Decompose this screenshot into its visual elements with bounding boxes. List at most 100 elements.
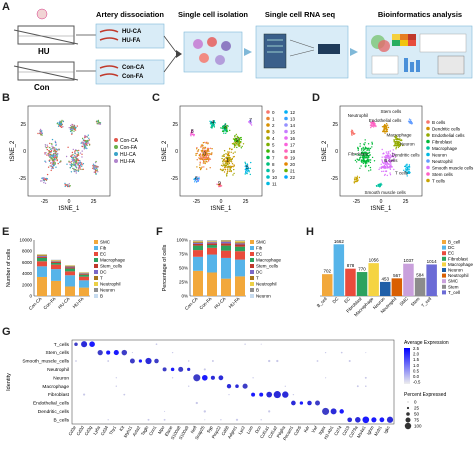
tsne-point (398, 141, 401, 144)
tsne-point (40, 134, 42, 136)
row-label: Neuron (53, 375, 69, 381)
tsne-point (94, 164, 96, 167)
tsne-point (371, 156, 374, 159)
tsne-point (249, 122, 252, 124)
tsne-point (202, 147, 204, 149)
tsne-point (236, 135, 238, 137)
tsne-point (365, 147, 367, 149)
x-tick-label: 0 (220, 199, 223, 205)
tsne-point (359, 158, 361, 160)
tsne-point (44, 153, 46, 155)
expression-dot (242, 383, 248, 389)
tsne-point (235, 139, 237, 141)
tsne-point (408, 164, 411, 166)
legend-label: Endothelial cells (432, 133, 465, 138)
expression-dot (74, 342, 78, 346)
tsne-point (204, 162, 206, 165)
tsne-point (201, 146, 203, 148)
tsne-point (361, 149, 363, 151)
legend-swatch (114, 145, 118, 149)
con-cage (13, 61, 79, 81)
tsne-point (84, 134, 86, 137)
tsne-point (395, 146, 397, 149)
tsne-point (49, 154, 52, 156)
tsne-point (97, 120, 100, 123)
tsne-point (55, 166, 57, 168)
tsne-point (56, 123, 58, 125)
legend-swatch (114, 152, 118, 156)
tsne-point (208, 154, 210, 157)
tsne-point (211, 127, 213, 129)
bar-segment (65, 275, 75, 287)
tsne-point (77, 162, 80, 164)
tsne-point (52, 163, 54, 165)
panel-label-a: A (2, 1, 10, 13)
tsne-point (370, 126, 372, 129)
celltype-annotation: Fibroblast (348, 152, 369, 157)
gene-label: Ms4a1 (356, 424, 367, 438)
tsne-point (368, 164, 370, 167)
tsne-point (228, 157, 230, 159)
tsne-point (202, 154, 204, 156)
legend-swatch (266, 123, 270, 127)
gene-label: Cd3g (84, 424, 94, 436)
tsne-point (76, 155, 79, 157)
tsne-point (51, 145, 53, 147)
percent-size-swatch (406, 406, 410, 410)
tsne-point (50, 169, 52, 172)
gene-label: Ly6a (92, 424, 101, 435)
tsne-point (407, 120, 410, 122)
tsne-point (369, 147, 372, 150)
legend-label: EC (100, 252, 107, 257)
tsne-point (222, 162, 224, 164)
tsne-point (75, 156, 78, 159)
y-tick-label: 4000 (22, 271, 33, 276)
tsne-point (388, 166, 391, 168)
gene-label: Syp (206, 424, 214, 433)
tsne-point (388, 155, 390, 157)
bar-number-of-cells: 0 2000 4000 6000 8000 10000 Number of cells Con… (6, 238, 126, 312)
legend-label: EC (256, 252, 263, 257)
tsne-point (363, 157, 365, 159)
tsne-point (55, 150, 58, 153)
tsne-point (372, 123, 374, 125)
tsne-point (205, 152, 207, 155)
tsne-point (246, 165, 249, 167)
tsne-point (66, 163, 68, 165)
y-tick-label: 8000 (22, 249, 33, 254)
tsne-point (363, 160, 366, 162)
gene-label: Mzb1 (373, 424, 383, 436)
tsne-point (207, 147, 209, 149)
data-label: 1014 (427, 259, 438, 264)
bar (322, 274, 333, 296)
tsne-point (93, 167, 95, 169)
tsne-point (193, 178, 196, 181)
expression-dot (187, 367, 191, 372)
tsne-point (75, 160, 77, 162)
legend-swatch (284, 142, 288, 147)
tsne-point (229, 157, 231, 159)
tsne-point (204, 141, 206, 144)
tsne-point (360, 165, 362, 167)
tsne-point (196, 166, 198, 168)
legend-swatch (442, 284, 446, 289)
legend-swatch (426, 126, 430, 131)
panel-label-e: E (2, 226, 10, 238)
tsne-point (204, 156, 206, 159)
tsne-point (88, 137, 90, 139)
tsne-point (355, 180, 357, 183)
tsne-point (367, 155, 370, 157)
tsne-point (380, 166, 383, 168)
legend-swatch (442, 256, 446, 261)
tsne-point (81, 137, 84, 140)
tsne-point (96, 169, 99, 171)
tsne-point (201, 166, 203, 168)
tsne-point (242, 143, 245, 145)
expression-dot (155, 343, 158, 346)
tsne-point (73, 160, 76, 162)
data-label: 1037 (403, 258, 414, 263)
tsne-point (364, 166, 367, 168)
bar-segment (37, 266, 47, 277)
tsne-point (73, 130, 75, 132)
tsne-point (358, 159, 360, 161)
